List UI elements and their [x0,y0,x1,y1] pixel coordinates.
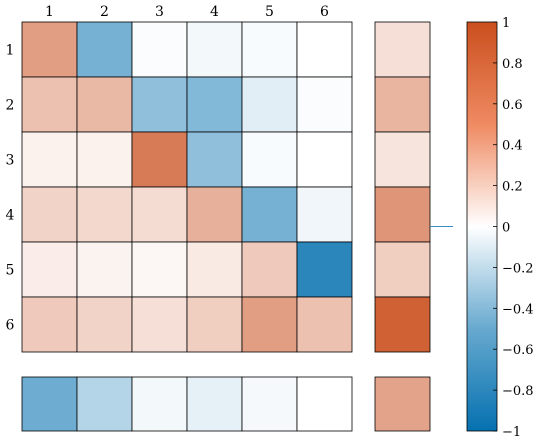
heatmap-cell [131,131,188,188]
heatmap-cell [76,76,133,133]
row-summary-cell [374,21,431,78]
colorbar-tick-label: −0.6 [502,343,534,358]
heatmap-cell [296,296,353,353]
heatmap-cell [186,296,243,353]
colorbar-tick-label: 0.8 [502,57,523,72]
column-summary-cell [131,376,188,432]
heatmap-cell [76,241,133,298]
y-tick-label: 6 [6,318,15,334]
heatmap-cell [186,21,243,78]
heatmap-cell [186,76,243,133]
row-summary-cell [374,131,431,188]
corner-cell [374,376,431,432]
heatmap-cell [131,186,188,243]
row-summary-column [374,21,431,353]
x-tick-label: 2 [100,4,109,20]
heatmap-cell [131,241,188,298]
heatmap-cell [186,241,243,298]
y-tick-label: 2 [6,98,15,114]
colorbar-tick-label: 0.2 [502,180,523,195]
heatmap-cell [76,21,133,78]
x-tick-label: 3 [155,4,164,20]
row-summary-cell [374,186,431,243]
heatmap-cell [186,186,243,243]
heatmap-cell [241,241,298,298]
heatmap-cell [186,131,243,188]
colorbar-tick-label: −0.8 [502,384,534,399]
x-tick-label: 4 [210,4,219,20]
heatmap-cell [296,186,353,243]
heatmap-cell [21,21,78,78]
heatmap-cell [21,131,78,188]
colorbar-tick-label: 0 [502,221,510,236]
column-summary-cell [76,376,133,432]
column-summary-cell [241,376,298,432]
column-summary-cell [186,376,243,432]
main-heatmap: 1 2 3 4 5 6 1 2 3 4 5 6 [6,4,353,353]
heatmap-cell [296,241,353,298]
column-summary-row [21,376,353,432]
heatmap-cell [296,131,353,188]
heatmap-cell [76,296,133,353]
heatmap-cell [241,131,298,188]
heatmap-cell [76,131,133,188]
heatmap-cell [296,21,353,78]
heatmap-cell [241,296,298,353]
heatmap-cell [21,76,78,133]
heatmap-cell [131,296,188,353]
colorbar: 1 0.8 0.6 0.4 0.2 0 −0.2 −0.4 −0.6 −0.8 −1 [430,16,534,440]
y-tick-label: 5 [6,263,15,279]
row-summary-cell [374,241,431,298]
heatmap-cell [296,76,353,133]
heatmap-cell [131,21,188,78]
y-tick-label: 1 [6,43,15,59]
heatmap-cell [241,76,298,133]
y-tick-label: 3 [6,153,15,169]
colorbar-tick-label: 0.6 [502,98,523,113]
heatmap-cell [21,186,78,243]
x-tick-label: 5 [265,4,274,20]
colorbar-gradient [466,21,498,432]
heatmap-cell [241,21,298,78]
heatmap-cell [21,241,78,298]
row-summary-cell [374,76,431,133]
colorbar-tick-label: −0.4 [502,302,534,317]
column-summary-cell [296,376,353,432]
colorbar-tick-label: −1 [502,425,521,440]
x-tick-label: 1 [45,4,54,20]
heatmap-cell [131,76,188,133]
colorbar-tick-label: −0.2 [502,261,534,276]
colorbar-tick-label: 1 [502,16,510,31]
corner-summary-cell [374,376,431,432]
column-summary-cell [21,376,78,432]
heatmap-cell [241,186,298,243]
heatmap-cell [21,296,78,353]
x-tick-label: 6 [320,4,329,20]
y-tick-label: 4 [6,208,15,224]
heatmap-cell [76,186,133,243]
row-summary-cell [374,296,431,353]
colorbar-tick-label: 0.4 [502,139,523,154]
